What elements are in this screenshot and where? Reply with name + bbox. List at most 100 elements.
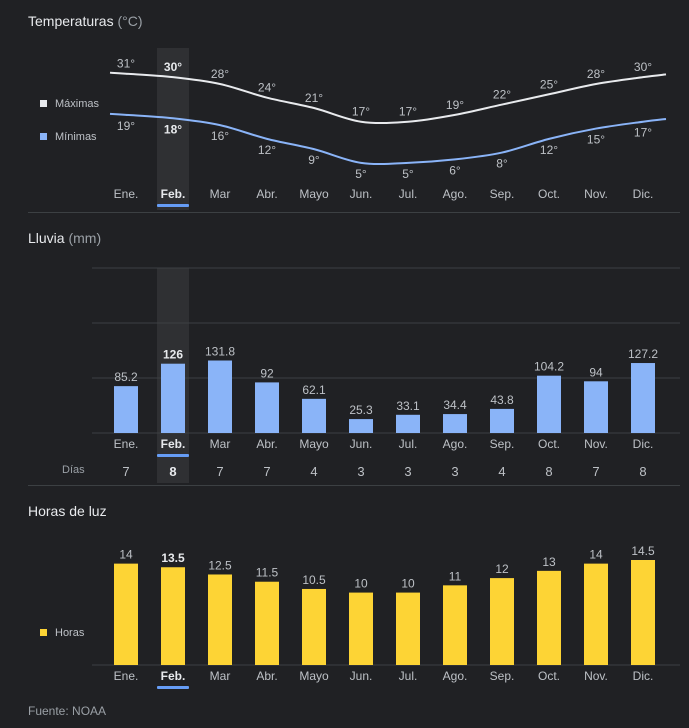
min-temp-label: 15° <box>587 133 605 147</box>
rain-days-label: Días <box>62 464 85 476</box>
rain-days-value: 3 <box>357 464 364 479</box>
rain-value-label: 43.8 <box>490 393 514 407</box>
min-temp-label: 16° <box>211 129 229 143</box>
legend-min-swatch <box>40 133 47 140</box>
rain-title: Lluvia (mm) <box>28 230 101 246</box>
min-temp-label: 8° <box>496 157 508 171</box>
daylight-value-label: 14 <box>119 548 133 562</box>
temperature-month-label: Dic. <box>633 187 654 201</box>
daylight-month-label: Sep. <box>490 669 515 683</box>
daylight-month-label: Mar <box>210 669 231 683</box>
daylight-month-label: Ene. <box>114 669 139 683</box>
rain-bar <box>537 375 561 433</box>
source-footer: Fuente: NOAA <box>28 704 107 718</box>
climate-charts: Temperaturas (°C) Lluvia (mm) Horas de l… <box>28 13 680 689</box>
daylight-month-label: Jun. <box>350 669 373 683</box>
min-temp-label: 6° <box>449 163 461 177</box>
rain-month-label: Mayo <box>299 437 329 451</box>
rain-value-label: 34.4 <box>443 398 467 412</box>
max-temp-label: 17° <box>352 105 370 119</box>
temperature-month-label: Mar <box>210 187 231 201</box>
rain-days-value: 3 <box>451 464 458 479</box>
temperature-month-label: Ago. <box>443 187 468 201</box>
daylight-month-label: Ago. <box>443 669 468 683</box>
rain-month-label: Feb. <box>161 437 186 451</box>
rain-value-label: 131.8 <box>205 345 235 359</box>
daylight-bar <box>302 588 326 665</box>
rain-value-label: 92 <box>260 366 274 380</box>
rain-value-label: 126 <box>163 348 183 362</box>
rain-month-label: Mar <box>210 437 231 451</box>
daylight-month-label: Oct. <box>538 669 560 683</box>
rain-bar <box>396 414 420 433</box>
rain-bar <box>631 363 655 433</box>
daylight-bar <box>490 578 514 665</box>
daylight-value-label: 12.5 <box>208 558 232 572</box>
min-temp-label: 5° <box>402 167 414 181</box>
rain-bar <box>584 381 608 433</box>
max-temp-line <box>109 71 667 125</box>
temperature-month-label: Nov. <box>584 187 608 201</box>
rain-days-value: 8 <box>639 464 646 479</box>
daylight-bar <box>161 567 185 665</box>
daylight-bar <box>114 563 138 665</box>
rain-bar <box>114 386 138 433</box>
daylight-value-label: 10.5 <box>302 573 326 587</box>
legend-hours-label: Horas <box>55 627 85 639</box>
rain-bar <box>208 360 232 433</box>
rain-month-label: Abr. <box>256 437 277 451</box>
daylight-value-label: 14 <box>589 548 603 562</box>
rain-days-value: 7 <box>216 464 223 479</box>
rain-days-value: 3 <box>404 464 411 479</box>
rain-value-label: 62.1 <box>302 383 326 397</box>
daylight-value-label: 10 <box>354 577 368 591</box>
rain-days-value: 8 <box>169 464 176 479</box>
daylight-bar <box>208 574 232 665</box>
min-temp-label: 5° <box>355 167 367 181</box>
temperature-selected-underline <box>157 204 189 207</box>
daylight-bar <box>349 592 373 665</box>
daylight-value-label: 10 <box>401 577 415 591</box>
rain-value-label: 127.2 <box>628 347 658 361</box>
temperature-month-label: Abr. <box>256 187 277 201</box>
max-temp-label: 25° <box>540 77 558 91</box>
temperature-month-label: Jul. <box>399 187 418 201</box>
daylight-value-label: 11.5 <box>256 566 279 580</box>
rain-value-label: 94 <box>589 365 603 379</box>
min-temp-label: 19° <box>117 119 135 133</box>
max-temp-label: 17° <box>399 105 417 119</box>
min-temp-label: 17° <box>634 126 652 140</box>
rain-value-label: 25.3 <box>349 403 373 417</box>
rain-month-label: Dic. <box>633 437 654 451</box>
min-temp-label: 12° <box>258 143 276 157</box>
daylight-value-label: 13 <box>542 555 556 569</box>
daylight-month-label: Nov. <box>584 669 608 683</box>
rain-month-label: Oct. <box>538 437 560 451</box>
rain-bar <box>349 419 373 433</box>
daylight-bar <box>443 585 467 665</box>
daylight-month-label: Mayo <box>299 669 329 683</box>
temperature-month-label: Ene. <box>114 187 139 201</box>
rain-value-label: 33.1 <box>396 399 420 413</box>
max-temp-label: 24° <box>258 81 276 95</box>
rain-days-value: 4 <box>310 464 317 479</box>
legend-min-label: Mínimas <box>55 131 97 143</box>
daylight-value-label: 13.5 <box>161 551 185 565</box>
max-temp-label: 31° <box>117 57 135 71</box>
min-temp-label: 9° <box>308 153 320 167</box>
temperature-title: Temperaturas (°C) <box>28 13 143 29</box>
legend-hours-swatch <box>40 629 47 636</box>
max-temp-label: 21° <box>305 91 323 105</box>
rain-days-value: 7 <box>263 464 270 479</box>
rain-bar <box>161 363 185 433</box>
legend-max-swatch <box>40 100 47 107</box>
rain-month-label: Ene. <box>114 437 139 451</box>
min-temp-label: 12° <box>540 143 558 157</box>
daylight-value-label: 14.5 <box>631 544 655 558</box>
rain-bar <box>302 398 326 433</box>
max-temp-label: 30° <box>164 60 182 74</box>
daylight-value-label: 11 <box>449 569 462 583</box>
rain-days-value: 8 <box>545 464 552 479</box>
daylight-value-label: 12 <box>495 562 509 576</box>
